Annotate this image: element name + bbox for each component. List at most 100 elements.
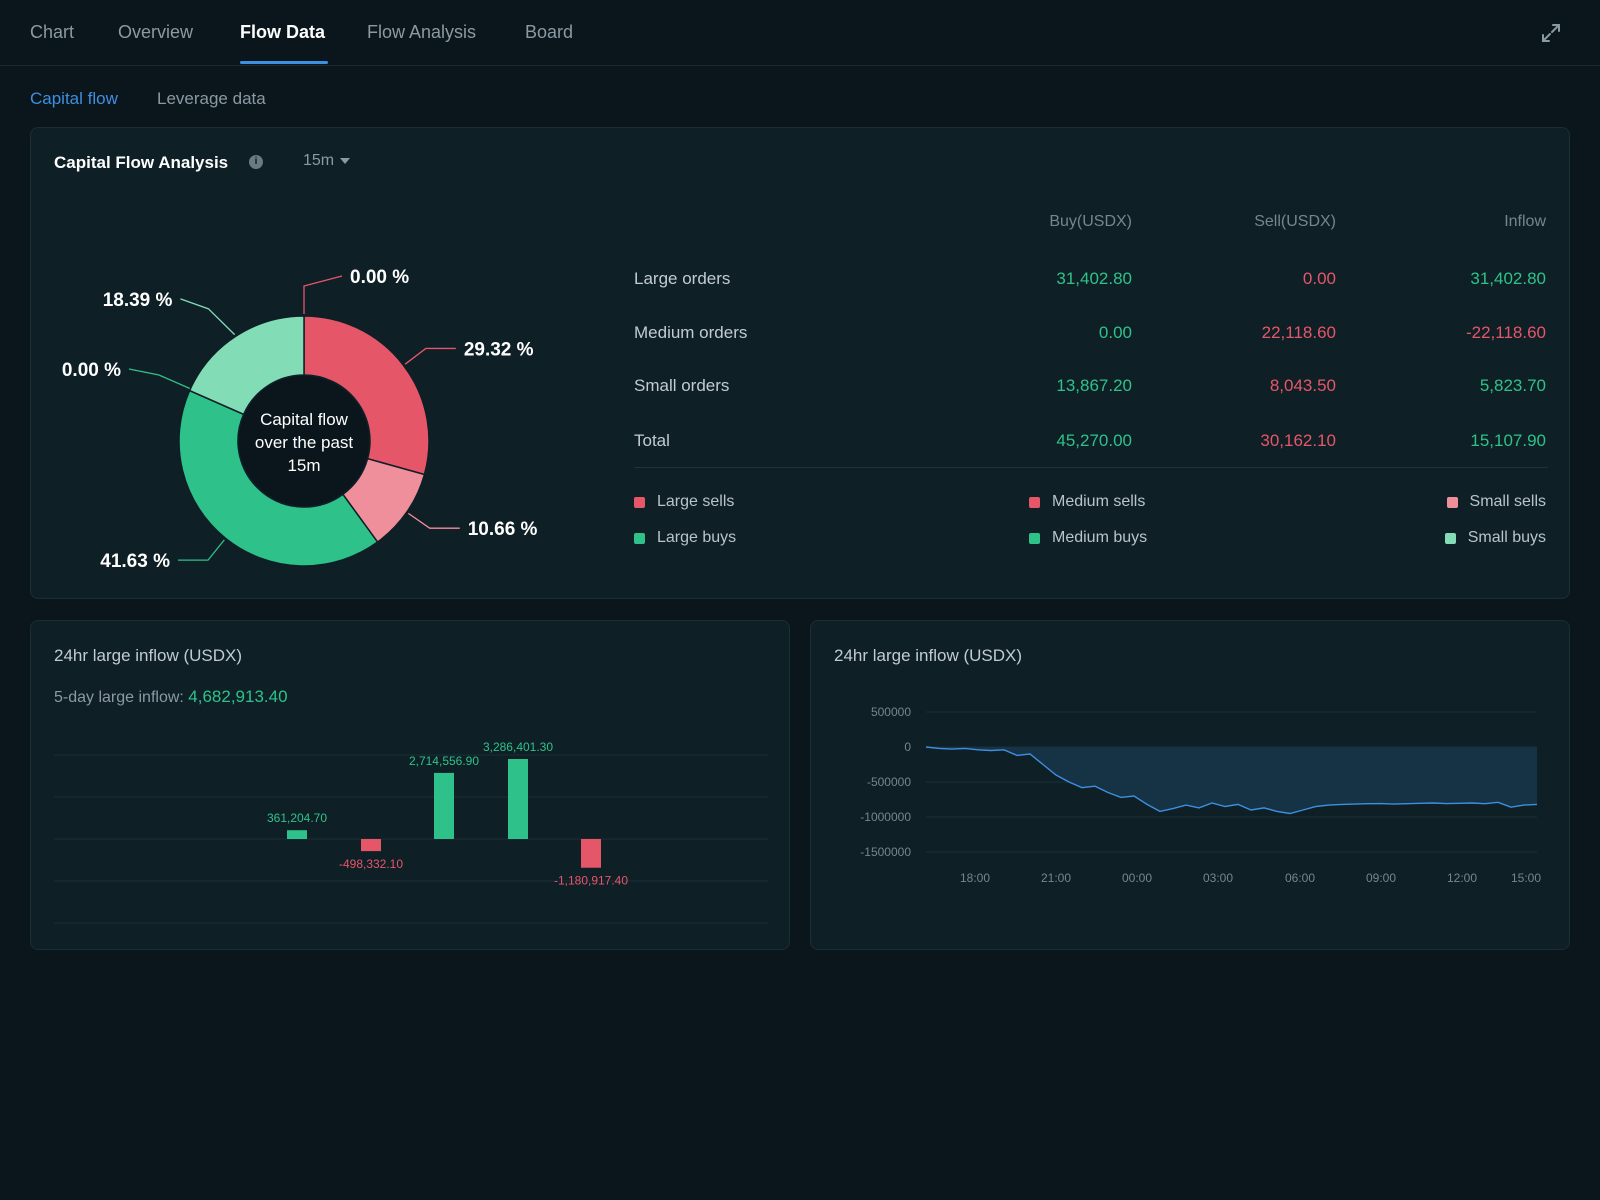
top-tab-bar: Chart Overview Flow Data Flow Analysis B… xyxy=(0,0,1600,66)
total-sell-value: 30,162.10 xyxy=(1260,431,1336,450)
tab-overview[interactable]: Overview xyxy=(118,22,194,42)
bar-value-label: 3,286,401.30 xyxy=(483,740,553,754)
bar-card-title: 24hr large inflow (USDX) xyxy=(54,646,243,665)
donut-leader-line xyxy=(178,539,225,561)
legend-label: Large buys xyxy=(657,529,737,546)
x-tick-label: 06:00 xyxy=(1285,871,1315,885)
legend-label: Small sells xyxy=(1469,493,1546,510)
small-buy-value: 13,867.20 xyxy=(1056,376,1132,395)
legend-large-buys: Large buys xyxy=(634,529,736,547)
tab-chart[interactable]: Chart xyxy=(30,22,75,42)
tab-flow-analysis[interactable]: Flow Analysis xyxy=(367,22,477,42)
legend-small-buys: Small buys xyxy=(1444,529,1546,547)
bar-value-label: 2,714,556.90 xyxy=(409,754,479,768)
capital-flow-panel: Capital Flow Analysis i 15m 29.32 % 0.00 … xyxy=(30,127,1570,599)
legend-swatch xyxy=(1029,532,1040,544)
x-tick-label: 09:00 xyxy=(1366,871,1396,885)
row-label-large: Large orders xyxy=(634,269,731,288)
legend-swatch xyxy=(1446,496,1458,508)
bar-card: 24hr large inflow (USDX) 5-day large inf… xyxy=(30,620,790,950)
line-card: 24hr large inflow (USDX) 500000 0 -500000 -… xyxy=(810,620,1570,950)
legend-large-sells: Large sells xyxy=(634,493,734,511)
row-label-total: Total xyxy=(634,431,670,450)
legend-medium-buys: Medium buys xyxy=(1029,529,1147,547)
small-sell-value: 8,043.50 xyxy=(1269,376,1336,395)
donut-slice-label: 10.66 % xyxy=(468,519,538,540)
interval-value: 15m xyxy=(303,152,335,169)
x-tick-label: 15:00 xyxy=(1511,871,1541,885)
donut-hole xyxy=(239,376,369,506)
donut-leader-line xyxy=(128,368,192,390)
medium-inflow-value: -22,118.60 xyxy=(1465,323,1546,342)
donut-leader-line xyxy=(407,512,460,529)
donut-slice xyxy=(188,315,305,416)
bar xyxy=(508,759,528,839)
y-tick-label: -1500000 xyxy=(860,845,911,859)
large-inflow-value: 31,402.80 xyxy=(1470,269,1546,288)
donut-slice-label: 18.39 % xyxy=(103,290,173,311)
interval-dropdown[interactable]: 15m xyxy=(303,152,351,170)
legend-label: Medium buys xyxy=(1052,529,1148,546)
donut-chart: 29.32 % 0.00 % 10.66 % 41.63 % 0.00 % 18.39 %… xyxy=(62,267,538,572)
x-tick-label: 18:00 xyxy=(960,871,990,885)
bar xyxy=(434,772,454,839)
total-inflow-value: 15,107.90 xyxy=(1470,431,1546,450)
series-line xyxy=(925,746,1538,815)
panel-title: Capital Flow Analysis xyxy=(54,153,229,172)
legend-label: Small buys xyxy=(1467,529,1546,546)
area-fill xyxy=(926,747,1537,814)
col-header-buy: Buy(USDX) xyxy=(1049,213,1132,230)
y-tick-label: 0 xyxy=(904,740,911,754)
donut-leader-line xyxy=(180,298,236,336)
donut-slice-label: 41.63 % xyxy=(100,551,170,572)
x-tick-label: 21:00 xyxy=(1041,871,1071,885)
legend-swatch xyxy=(1029,496,1040,508)
row-label-medium: Medium orders xyxy=(634,323,748,342)
tab-board[interactable]: Board xyxy=(525,22,574,42)
active-tab-indicator xyxy=(240,61,328,64)
large-buy-value: 31,402.80 xyxy=(1056,269,1132,288)
bar xyxy=(361,839,381,852)
bar xyxy=(581,839,601,868)
expand-icon[interactable] xyxy=(1540,22,1562,44)
donut-slice xyxy=(178,389,379,567)
legend-swatch xyxy=(1444,532,1456,544)
legend-label: Large sells xyxy=(657,493,735,510)
bar-value-label: -498,332.10 xyxy=(339,857,403,871)
medium-buy-value: 0.00 xyxy=(1098,323,1132,342)
chevron-down-icon xyxy=(340,157,351,164)
legend-small-sells: Small sells xyxy=(1446,493,1546,511)
donut-leader-line xyxy=(303,275,343,314)
donut-slice-label: 29.32 % xyxy=(464,339,534,360)
donut-slice-label: 0.00 % xyxy=(350,267,409,288)
x-tick-label: 03:00 xyxy=(1203,871,1233,885)
line-chart: 500000 0 -500000 -1000000 -1500000 18:00 21:00… xyxy=(860,705,1541,885)
subtab-leverage-data[interactable]: Leverage data xyxy=(157,89,266,108)
tab-flow-data[interactable]: Flow Data xyxy=(240,22,326,42)
bar-value-label: 361,204.70 xyxy=(267,811,327,825)
donut-center-label: Capital flow xyxy=(260,410,349,429)
five-day-inflow: 5-day large inflow: 4,682,913.40 xyxy=(54,687,288,707)
medium-sell-value: 22,118.60 xyxy=(1261,323,1336,342)
info-icon[interactable]: i xyxy=(249,155,263,169)
col-header-sell: Sell(USDX) xyxy=(1254,213,1336,230)
small-inflow-value: 5,823.70 xyxy=(1479,376,1546,395)
total-buy-value: 45,270.00 xyxy=(1056,431,1132,450)
bar xyxy=(287,830,307,839)
legend-swatch xyxy=(634,496,645,508)
donut-center-label: 15m xyxy=(287,456,320,475)
col-header-inflow: Inflow xyxy=(1504,213,1546,230)
donut-slice-label: 0.00 % xyxy=(62,360,121,381)
legend-swatch xyxy=(634,532,645,544)
x-tick-label: 12:00 xyxy=(1447,871,1477,885)
five-day-value: 4,682,913.40 xyxy=(188,687,288,706)
donut-leader-line xyxy=(404,347,456,365)
line-card-title: 24hr large inflow (USDX) xyxy=(834,646,1023,665)
y-tick-label: 500000 xyxy=(871,705,911,719)
table-divider xyxy=(634,467,1548,468)
subtab-capital-flow[interactable]: Capital flow xyxy=(30,89,118,108)
donut-center-label: over the past xyxy=(255,433,354,452)
legend-label: Medium sells xyxy=(1052,493,1146,510)
x-tick-label: 00:00 xyxy=(1122,871,1152,885)
y-tick-label: -500000 xyxy=(867,775,911,789)
